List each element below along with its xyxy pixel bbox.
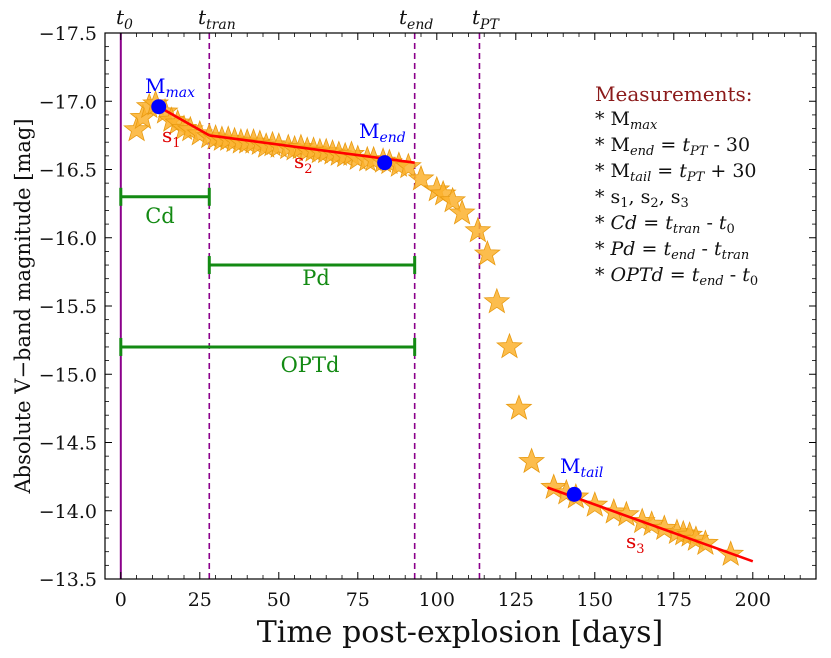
- measurement-optd: * OPTd = tend - t0: [595, 264, 758, 289]
- y-tick-label: −14.5: [39, 433, 97, 455]
- observation-point: [650, 514, 678, 540]
- observation-point: [448, 199, 476, 225]
- y-tick-label: −17.5: [39, 23, 97, 45]
- x-tick-label: 50: [267, 589, 291, 611]
- key-point-Mmax: [151, 99, 167, 115]
- x-tick-label: 100: [419, 589, 455, 611]
- observation-point: [691, 529, 719, 555]
- axis-ticks: 0 25 50 75 100 125 150 175 200 −17.5 −17.0 −16.5 −16…: [39, 23, 816, 611]
- measurement-cd: * Cd = ttran - t0: [595, 212, 735, 237]
- fit-line-s1: [158, 105, 210, 137]
- label-optd: OPTd: [281, 353, 340, 377]
- measurement-slopes: * s1, s2, s3: [595, 186, 689, 211]
- label-s2: s2: [294, 149, 313, 177]
- y-tick-label: −16.5: [39, 160, 97, 182]
- label-tpt: tPT: [472, 5, 500, 33]
- measurement-pd: * Pd = tend - ttran: [595, 238, 749, 263]
- y-tick-label: −13.5: [39, 569, 97, 591]
- label-mmax: Mmax: [145, 74, 195, 101]
- label-ttran: ttran: [198, 5, 236, 33]
- y-axis-title: Absolute V−band magnitude [mag]: [11, 118, 35, 494]
- x-tick-label: 0: [115, 589, 127, 611]
- observation-point: [464, 216, 492, 243]
- observation-point: [518, 447, 546, 474]
- observation-point: [423, 175, 451, 202]
- duration-OPTd: [119, 337, 417, 356]
- observation-point: [407, 164, 435, 191]
- label-tend: tend: [399, 5, 433, 33]
- x-tick-label: 125: [498, 589, 534, 611]
- x-tick-label: 200: [735, 589, 771, 611]
- observation-point: [540, 473, 568, 499]
- label-mtail: Mtail: [560, 454, 603, 481]
- key-point-Mtail: [566, 486, 582, 502]
- x-tick-label: 25: [188, 589, 212, 611]
- x-tick-label: 175: [656, 589, 692, 611]
- measurements-panel: Measurements: * Mmax * Mend = tPT - 30 * Mt…: [595, 82, 758, 289]
- duration-bars: [119, 187, 417, 356]
- label-pd: Pd: [302, 266, 330, 290]
- observation-point: [473, 239, 501, 266]
- observation-point: [496, 332, 523, 359]
- key-point-Mend: [377, 155, 393, 171]
- x-axis-title: Time post-explosion [days]: [257, 615, 663, 650]
- fit-line-s3: [546, 486, 754, 563]
- label-t0: t0: [116, 5, 133, 33]
- measurement-mend: * Mend = tPT - 30: [595, 134, 750, 159]
- label-s1: s1: [162, 123, 181, 151]
- observation-point: [612, 500, 640, 527]
- measurements-title: Measurements:: [595, 82, 753, 106]
- label-s3: s3: [626, 529, 645, 557]
- key-points: [151, 99, 582, 502]
- y-tick-label: −15.0: [39, 364, 97, 386]
- y-tick-label: −16.0: [39, 228, 97, 250]
- x-tick-label: 75: [346, 589, 370, 611]
- observation-point: [123, 115, 151, 142]
- observation-point: [505, 394, 533, 420]
- observation-point: [676, 521, 704, 547]
- y-tick-label: −14.0: [39, 501, 97, 523]
- observation-point: [439, 186, 467, 213]
- measurement-mmax: * Mmax: [595, 108, 658, 133]
- y-tick-label: −15.5: [39, 296, 97, 318]
- label-cd: Cd: [145, 204, 175, 228]
- plot-area: [105, 33, 816, 579]
- y-tick-label: −17.0: [39, 91, 97, 113]
- label-mend: Mend: [359, 119, 406, 146]
- duration-Cd: [119, 187, 211, 206]
- duration-Pd: [207, 256, 417, 275]
- observation-point: [483, 287, 511, 314]
- measurement-mtail: * Mtail = tPT + 30: [595, 160, 757, 185]
- x-tick-label: 150: [577, 589, 613, 611]
- observation-point: [394, 152, 422, 179]
